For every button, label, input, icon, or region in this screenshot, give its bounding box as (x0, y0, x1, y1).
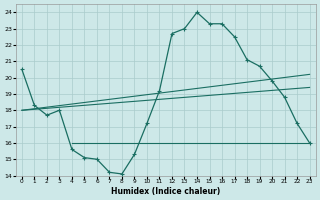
X-axis label: Humidex (Indice chaleur): Humidex (Indice chaleur) (111, 187, 220, 196)
